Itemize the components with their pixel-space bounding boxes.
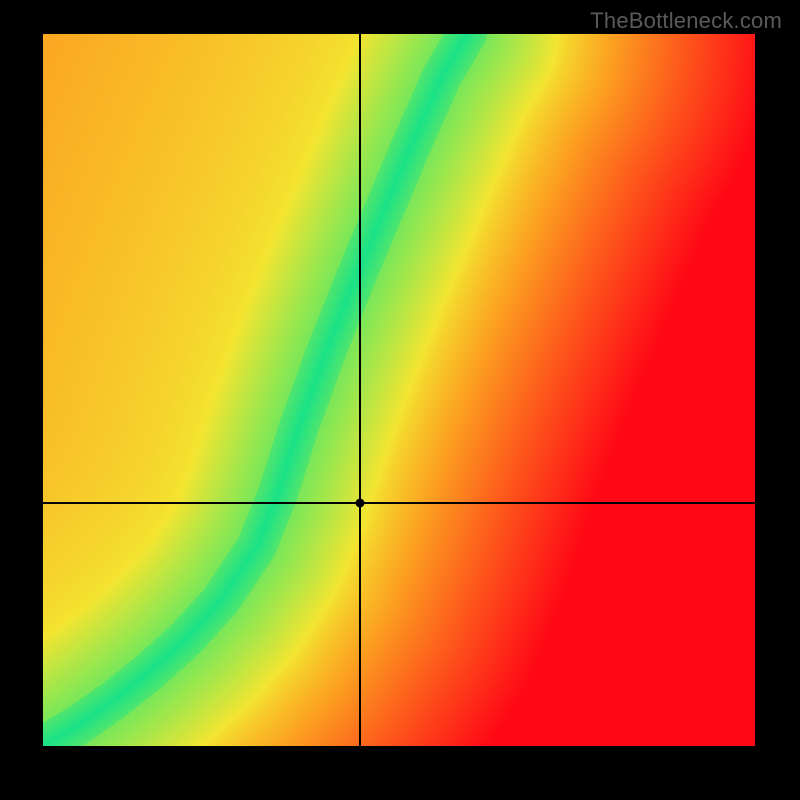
chart-container: TheBottleneck.com — [0, 0, 800, 800]
crosshair-horizontal — [43, 502, 755, 504]
heatmap-plot — [43, 34, 755, 746]
watermark-text: TheBottleneck.com — [590, 8, 782, 34]
crosshair-marker — [355, 499, 364, 508]
crosshair-vertical — [359, 34, 361, 746]
heatmap-canvas — [43, 34, 755, 746]
